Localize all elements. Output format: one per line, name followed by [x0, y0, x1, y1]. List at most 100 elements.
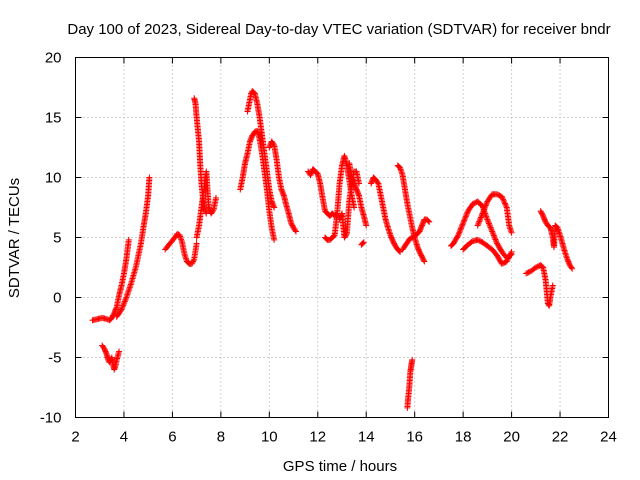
data-point — [481, 205, 488, 212]
series-arc14 — [358, 239, 367, 248]
data-point — [459, 221, 466, 228]
data-point — [508, 229, 515, 236]
data-point — [505, 255, 512, 262]
series-arc3 — [113, 174, 153, 320]
data-point — [483, 201, 490, 208]
data-point — [474, 222, 481, 229]
data-point — [475, 219, 482, 226]
data-point — [462, 214, 469, 221]
data-point — [480, 209, 487, 216]
data-point — [485, 219, 492, 226]
data-point — [504, 257, 511, 264]
data-point — [502, 201, 509, 208]
data-point — [476, 217, 483, 224]
data-point — [461, 217, 468, 224]
data-point — [458, 224, 465, 231]
series-arc18 — [404, 356, 416, 411]
data-point — [549, 282, 556, 289]
data-point — [490, 231, 497, 238]
data-point — [292, 227, 299, 234]
data-point — [122, 295, 129, 302]
data-point — [477, 214, 484, 221]
data-point — [117, 307, 124, 314]
data-point — [477, 215, 484, 222]
x-tick-label: 10 — [261, 429, 278, 446]
data-point — [503, 203, 510, 210]
y-tick-labels: 20 15 10 5 0 -5 -10 — [40, 50, 62, 427]
grid-lines — [75, 57, 609, 418]
data-point — [125, 236, 132, 243]
data-point — [499, 195, 506, 202]
data-point — [478, 213, 485, 220]
data-point — [480, 207, 487, 214]
data-point — [486, 221, 493, 228]
data-point — [490, 232, 497, 239]
y-tick-label: 20 — [45, 50, 62, 67]
chart-title: Day 100 of 2023, Sidereal Day-to-day VTE… — [67, 21, 610, 38]
data-points — [89, 88, 576, 411]
data-point — [488, 225, 495, 232]
x-tick-labels: 2 4 6 8 10 12 14 16 18 20 22 24 — [71, 429, 617, 446]
data-point — [475, 221, 482, 228]
data-point — [481, 206, 488, 213]
y-tick-label: 5 — [53, 230, 61, 247]
data-point — [501, 200, 508, 207]
data-point — [454, 233, 461, 240]
data-point — [455, 230, 462, 237]
data-point — [493, 239, 500, 246]
data-point — [500, 196, 507, 203]
data-point — [485, 220, 492, 227]
x-tick-label: 16 — [406, 429, 423, 446]
data-point — [491, 233, 498, 240]
data-point — [457, 226, 464, 233]
data-point — [463, 212, 470, 219]
data-point — [507, 251, 514, 258]
data-point — [503, 258, 510, 265]
data-point — [461, 216, 468, 223]
x-tick-label: 22 — [552, 429, 569, 446]
data-point — [478, 211, 485, 218]
x-tick-label: 12 — [309, 429, 326, 446]
x-tick-label: 14 — [358, 429, 375, 446]
series-arc23 — [537, 208, 576, 272]
data-point — [491, 235, 498, 242]
series-arc2 — [99, 342, 123, 373]
y-tick-label: -5 — [48, 350, 61, 367]
series-arc8 — [244, 88, 278, 211]
data-point — [456, 228, 463, 235]
data-point — [484, 216, 491, 223]
data-point — [421, 258, 428, 265]
data-point — [492, 236, 499, 243]
y-axis-title: SDTVAR / TECUs — [6, 178, 23, 298]
data-point — [457, 225, 464, 232]
data-point — [487, 224, 494, 231]
data-point — [483, 215, 490, 222]
data-point — [209, 208, 216, 215]
data-point — [190, 257, 197, 264]
data-point — [121, 298, 128, 305]
data-point — [359, 240, 366, 247]
data-point — [501, 199, 508, 206]
series-arc15 — [368, 174, 404, 255]
data-point — [498, 193, 505, 200]
data-point — [120, 301, 127, 308]
data-point — [120, 302, 127, 309]
series-arc9 — [266, 138, 299, 235]
data-point — [489, 229, 496, 236]
data-point — [460, 220, 467, 227]
data-point — [271, 236, 278, 243]
data-point — [420, 257, 427, 264]
data-point — [506, 253, 513, 260]
x-tick-label: 18 — [455, 429, 472, 446]
data-point — [396, 248, 403, 255]
data-point — [122, 297, 129, 304]
data-point — [363, 222, 370, 229]
data-point — [569, 265, 576, 272]
data-point — [488, 227, 495, 234]
series-arc16 — [394, 162, 428, 265]
data-point — [482, 203, 489, 210]
x-tick-label: 20 — [503, 429, 520, 446]
data-point — [500, 197, 507, 204]
x-tick-label: 2 — [71, 429, 79, 446]
